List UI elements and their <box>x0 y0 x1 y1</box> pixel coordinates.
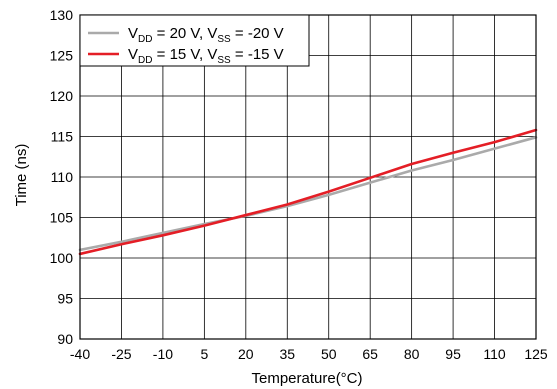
x-tick-label: 95 <box>445 346 461 362</box>
series-line-vdd15 <box>78 128 538 256</box>
y-tick-label: 90 <box>57 331 73 347</box>
y-tick-label: 100 <box>50 250 74 266</box>
x-tick-label: -40 <box>70 346 90 362</box>
y-tick-label: 110 <box>51 169 74 185</box>
x-tick-label: 110 <box>483 346 506 362</box>
y-tick-label: 120 <box>50 88 74 104</box>
legend-label-vdd15: VDD = 15 V, VSS = -15 V <box>128 46 284 66</box>
x-tick-label: 125 <box>524 346 548 362</box>
x-tick-labels: -40 -25 -10 5 20 35 50 65 80 95 110 125 <box>70 346 548 362</box>
series-layer <box>78 128 538 256</box>
x-tick-label: 20 <box>238 346 254 362</box>
x-tick-label: 80 <box>404 346 420 362</box>
x-tick-label: 50 <box>321 346 337 362</box>
x-tick-label: -10 <box>153 346 173 362</box>
series-line-vdd20 <box>78 136 538 252</box>
legend: VDD = 20 V, VSS = -20 V VDD = 15 V, VSS … <box>79 14 310 67</box>
y-axis-title: Time (ns) <box>13 144 30 207</box>
y-tick-label: 105 <box>50 210 74 226</box>
y-tick-label: 115 <box>51 129 74 145</box>
x-tick-label: 5 <box>200 346 208 362</box>
legend-box <box>79 14 310 67</box>
legend-label-vdd20: VDD = 20 V, VSS = -20 V <box>128 25 284 45</box>
x-axis-title: Temperature(°C) <box>251 370 362 387</box>
y-tick-label: 125 <box>50 48 74 64</box>
x-tick-label: -25 <box>111 346 131 362</box>
y-tick-label: 130 <box>50 7 74 23</box>
x-tick-label: 35 <box>279 346 295 362</box>
y-tick-labels: 90 95 100 105 110 115 120 125 130 <box>50 7 74 347</box>
x-tick-label: 65 <box>362 346 378 362</box>
y-tick-label: 95 <box>57 291 73 307</box>
